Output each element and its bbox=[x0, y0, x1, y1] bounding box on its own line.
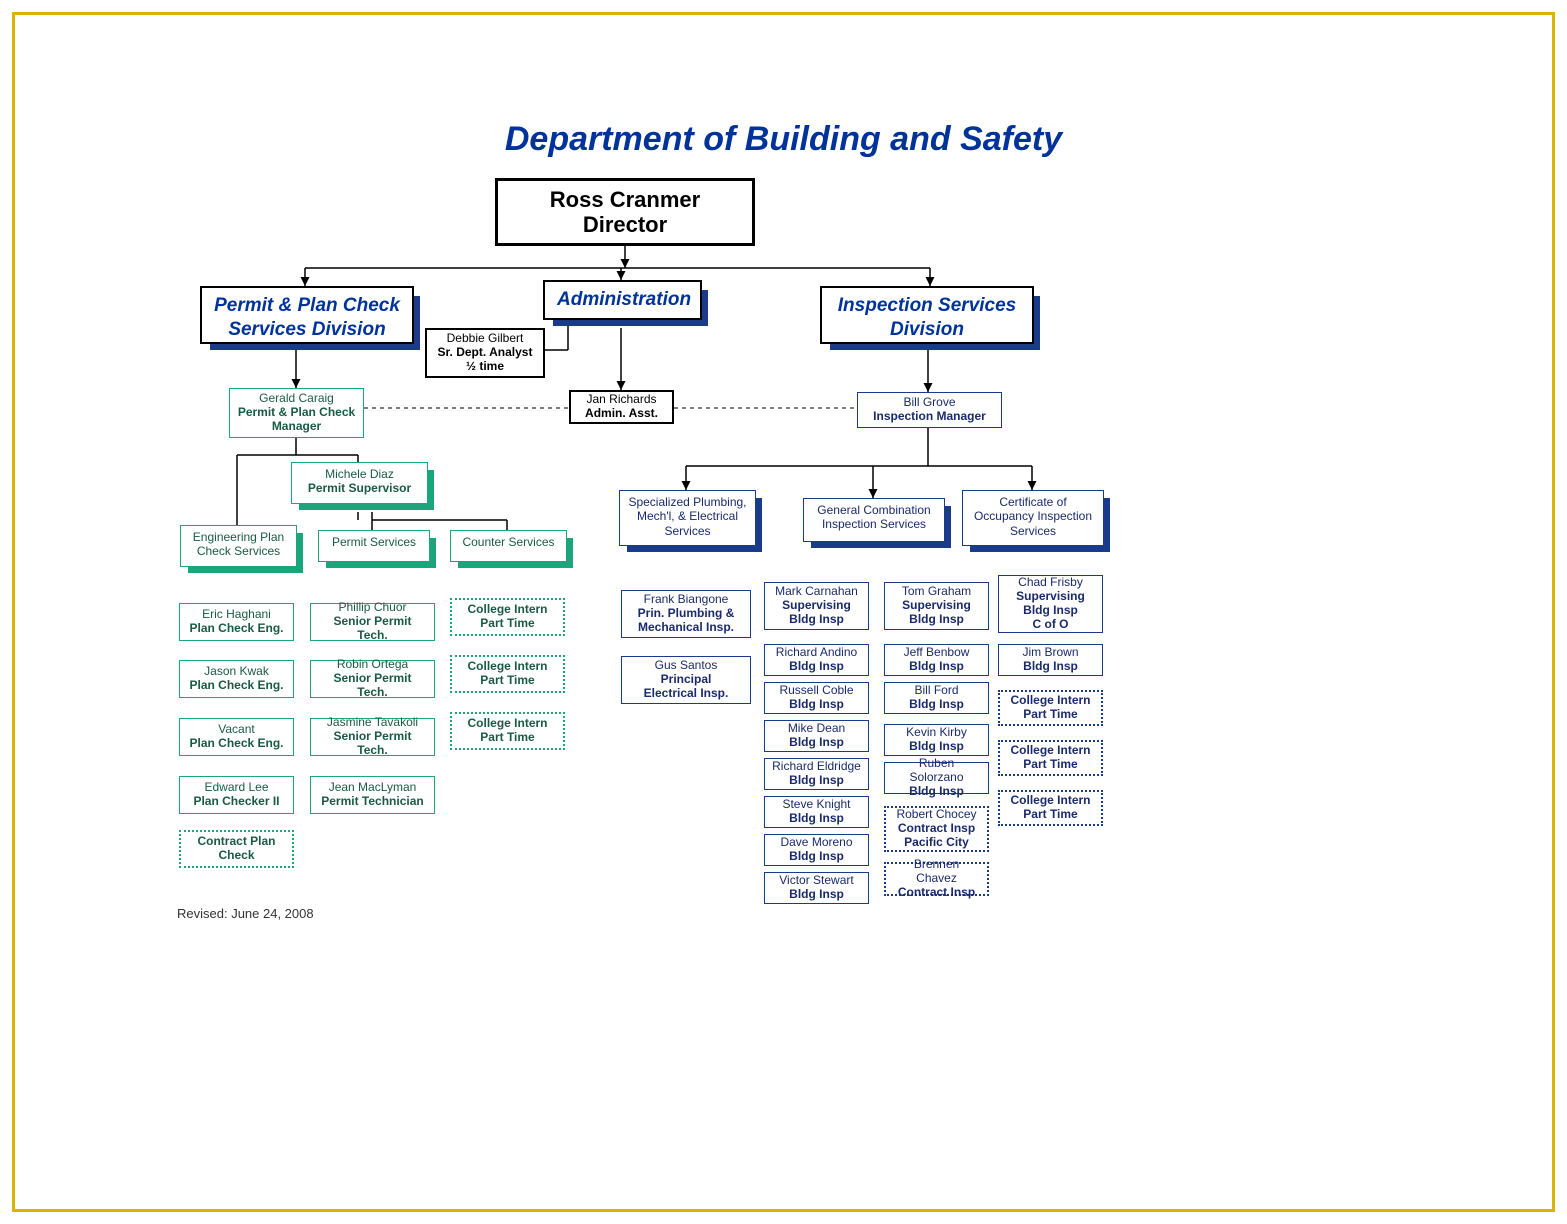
node: College InternPart Time bbox=[450, 655, 565, 693]
node: Eric HaghaniPlan Check Eng. bbox=[179, 603, 294, 641]
node: Contract PlanCheck bbox=[179, 830, 294, 868]
director-box: Ross CranmerDirector bbox=[495, 178, 755, 246]
node: Ruben SolorzanoBldg Insp bbox=[884, 762, 989, 794]
node: Brennen ChavezContract Insp bbox=[884, 862, 989, 896]
node: College InternPart Time bbox=[998, 790, 1103, 826]
node: Victor StewartBldg Insp bbox=[764, 872, 869, 904]
node: Steve KnightBldg Insp bbox=[764, 796, 869, 828]
node: Richard EldridgeBldg Insp bbox=[764, 758, 869, 790]
permit-svc-box: Permit Services bbox=[318, 530, 428, 560]
node: Jeff BenbowBldg Insp bbox=[884, 644, 989, 676]
revised-date: Revised: June 24, 2008 bbox=[177, 906, 314, 921]
node: College InternPart Time bbox=[998, 740, 1103, 776]
node: College InternPart Time bbox=[998, 690, 1103, 726]
gen-comb-box: General CombinationInspection Services bbox=[803, 498, 943, 540]
eng-plan-box: Engineering PlanCheck Services bbox=[180, 525, 295, 565]
node: Kevin KirbyBldg Insp bbox=[884, 724, 989, 756]
node: Jim BrownBldg Insp bbox=[998, 644, 1103, 676]
page-title: Department of Building and Safety bbox=[0, 120, 1567, 159]
node: Dave MorenoBldg Insp bbox=[764, 834, 869, 866]
node: Gerald CaraigPermit & Plan CheckManager bbox=[229, 388, 364, 438]
node: Mike DeanBldg Insp bbox=[764, 720, 869, 752]
node: Robert ChoceyContract InspPacific City bbox=[884, 806, 989, 852]
node: Gus SantosPrincipalElectrical Insp. bbox=[621, 656, 751, 704]
node: Russell CobleBldg Insp bbox=[764, 682, 869, 714]
counter-svc-box: Counter Services bbox=[450, 530, 565, 560]
spec-plumb-box: Specialized Plumbing,Mech'l, & Electrica… bbox=[619, 490, 754, 544]
node: Jason KwakPlan Check Eng. bbox=[179, 660, 294, 698]
node: VacantPlan Check Eng. bbox=[179, 718, 294, 756]
node: Bill GroveInspection Manager bbox=[857, 392, 1002, 428]
inspection-box: Inspection ServicesDivision bbox=[820, 286, 1030, 340]
node: Phillip ChuorSenior Permit Tech. bbox=[310, 603, 435, 641]
node: Bill FordBldg Insp bbox=[884, 682, 989, 714]
node: Frank BiangonePrin. Plumbing &Mechanical… bbox=[621, 590, 751, 638]
node: Robin OrtegaSenior Permit Tech. bbox=[310, 660, 435, 698]
permit-plan-box: Permit & Plan CheckServices Division bbox=[200, 286, 410, 340]
node: College InternPart Time bbox=[450, 598, 565, 636]
page: Department of Building and Safety Ross Cr… bbox=[0, 0, 1567, 1224]
node: Mark CarnahanSupervisingBldg Insp bbox=[764, 582, 869, 630]
node: Chad FrisbySupervisingBldg InspC of O bbox=[998, 575, 1103, 633]
administration-box: Administration bbox=[543, 280, 698, 316]
org-chart-canvas: Department of Building and Safety Ross Cr… bbox=[0, 0, 1567, 1224]
node: College InternPart Time bbox=[450, 712, 565, 750]
node: Jan RichardsAdmin. Asst. bbox=[569, 390, 674, 424]
node: Edward LeePlan Checker II bbox=[179, 776, 294, 814]
node: Tom GrahamSupervisingBldg Insp bbox=[884, 582, 989, 630]
cofo-box: Certificate ofOccupancy InspectionServic… bbox=[962, 490, 1102, 544]
mdiaz-box: Michele DiazPermit Supervisor bbox=[291, 462, 426, 502]
node: Richard AndinoBldg Insp bbox=[764, 644, 869, 676]
node: Jasmine TavakoliSenior Permit Tech. bbox=[310, 718, 435, 756]
node: Debbie GilbertSr. Dept. Analyst½ time bbox=[425, 328, 545, 378]
node: Jean MacLymanPermit Technician bbox=[310, 776, 435, 814]
